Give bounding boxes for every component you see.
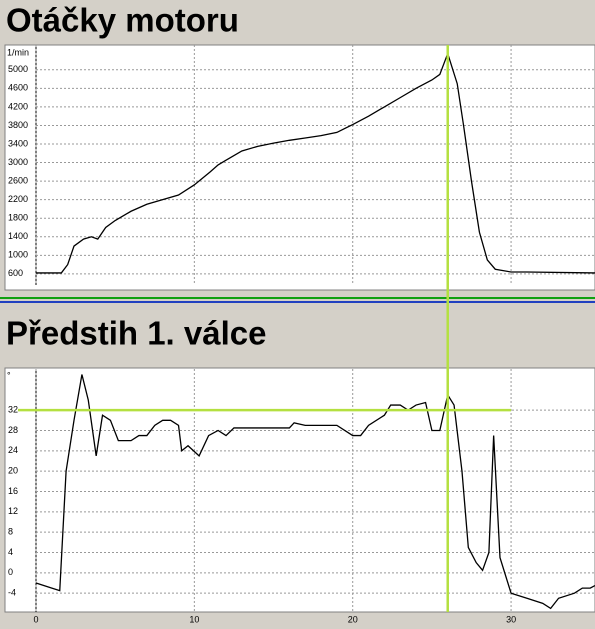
chart-title: Otáčky motoru [6, 2, 239, 39]
data-line [35, 374, 595, 610]
y-tick-label: 2200 [8, 194, 28, 204]
x-tick-label: 30 [506, 614, 516, 624]
y-tick-label: 24 [8, 445, 18, 455]
y-tick-label: 4 [8, 547, 13, 557]
y-tick-label: 3400 [8, 138, 28, 148]
y-tick-label: 12 [8, 506, 18, 516]
y-tick-label: 2600 [8, 175, 28, 185]
unit-label: 1/min [7, 47, 29, 57]
data-line [36, 51, 595, 274]
plot-panel [4, 44, 595, 291]
x-tick-label: 20 [348, 614, 358, 624]
y-tick-label: 0 [8, 567, 13, 577]
y-tick-label: 600 [8, 268, 23, 278]
chart-title: Předstih 1. válce [6, 315, 266, 352]
y-tick-label: 20 [8, 466, 18, 476]
y-tick-label: 3000 [8, 157, 28, 167]
unit-label: ° [7, 370, 11, 380]
y-tick-label: -4 [8, 588, 16, 598]
x-tick-label: 10 [189, 614, 199, 624]
x-tick-label: 0 [33, 614, 38, 624]
y-tick-label: 32 [8, 405, 18, 415]
y-tick-label: 8 [8, 527, 13, 537]
y-tick-label: 1800 [8, 213, 28, 223]
y-tick-label: 4600 [8, 83, 28, 93]
y-tick-label: 16 [8, 486, 18, 496]
y-tick-label: 1000 [8, 250, 28, 260]
y-tick-label: 4200 [8, 101, 28, 111]
y-tick-label: 3800 [8, 120, 28, 130]
plot-panel [4, 367, 595, 613]
y-tick-label: 1400 [8, 231, 28, 241]
y-tick-label: 28 [8, 425, 18, 435]
y-tick-label: 5000 [8, 64, 28, 74]
